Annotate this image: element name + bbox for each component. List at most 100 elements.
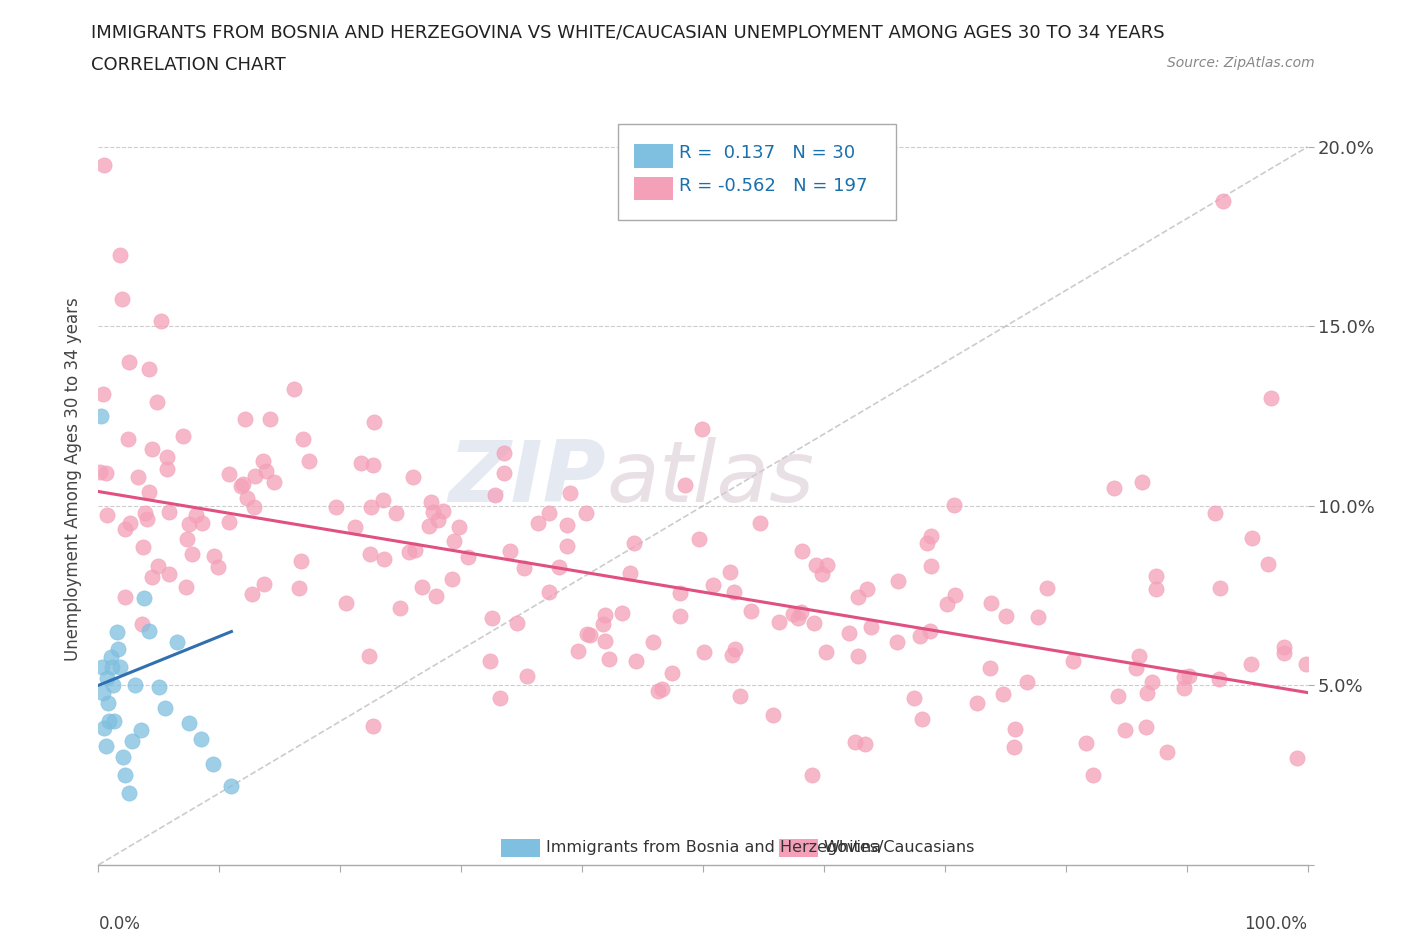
Point [513,561,536,576]
Point [419,495,441,510]
Point [138,362,160,377]
Point [363,414,385,429]
Point [138,485,160,499]
Point [440,572,463,587]
Point [592,617,614,631]
Point [179,716,201,731]
Point [103,714,125,729]
Text: Whites/Caucasians: Whites/Caucasians [824,841,976,856]
Point [1156,745,1178,760]
Point [516,669,538,684]
Point [94,739,117,754]
Point [626,653,648,668]
Point [1128,648,1150,663]
Point [492,466,515,481]
FancyBboxPatch shape [501,839,540,857]
Point [457,550,479,565]
Text: CORRELATION CHART: CORRELATION CHART [91,56,287,73]
Point [537,506,560,521]
Point [612,605,634,620]
Point [911,711,934,726]
Point [1026,609,1049,624]
Point [253,577,276,591]
Point [506,616,529,631]
Point [787,611,810,626]
Point [844,735,866,750]
Point [1212,193,1234,208]
Point [1204,505,1226,520]
Point [121,734,143,749]
Point [89,464,111,479]
Point [373,493,395,508]
Point [398,544,420,559]
Point [856,581,879,596]
Point [886,634,908,649]
Point [107,642,129,657]
Point [117,432,139,446]
Point [432,503,454,518]
Point [838,626,860,641]
Point [641,634,664,649]
Point [651,682,673,697]
Point [218,514,240,529]
Text: IMMIGRANTS FROM BOSNIA AND HERZEGOVINA VS WHITE/CAUCASIAN UNEMPLOYMENT AMONG AGE: IMMIGRANTS FROM BOSNIA AND HERZEGOVINA V… [91,23,1166,41]
Point [138,624,160,639]
Point [943,588,966,603]
Point [991,686,1014,701]
Point [283,381,305,396]
Point [202,757,225,772]
Y-axis label: Unemployment Among Ages 30 to 34 years: Unemployment Among Ages 30 to 34 years [63,297,82,661]
Point [1272,639,1295,654]
Point [401,470,423,485]
Point [887,574,910,589]
Point [567,644,589,658]
Point [768,614,790,629]
Point [325,499,347,514]
Point [243,499,266,514]
Point [723,584,745,599]
Point [1257,556,1279,571]
Point [98,714,121,729]
Point [100,660,122,675]
Point [810,566,832,581]
Point [669,586,692,601]
Point [489,690,512,705]
Point [202,549,225,564]
Point [229,479,252,494]
Point [425,589,447,604]
Point [1240,531,1263,546]
Point [762,708,785,723]
Point [411,579,433,594]
Point [190,515,212,530]
Point [96,508,118,523]
Point [538,584,561,599]
Point [1136,685,1159,700]
Point [1062,654,1084,669]
Point [134,591,156,605]
Point [114,590,136,604]
Point [782,606,804,621]
Point [484,487,506,502]
Point [385,506,408,521]
Point [1125,660,1147,675]
Point [263,474,285,489]
Point [90,408,112,423]
Point [647,684,669,698]
Point [1240,657,1263,671]
Point [373,551,395,566]
FancyBboxPatch shape [634,177,672,200]
Text: ZIP: ZIP [449,437,606,521]
Point [153,700,176,715]
Point [290,553,312,568]
Point [579,628,602,643]
Point [292,432,315,446]
Point [422,505,444,520]
Point [243,469,266,484]
Point [166,634,188,649]
Point [1081,767,1104,782]
Point [235,411,257,426]
Point [1208,671,1230,686]
Point [815,644,838,659]
Point [575,506,598,521]
Point [942,498,965,512]
